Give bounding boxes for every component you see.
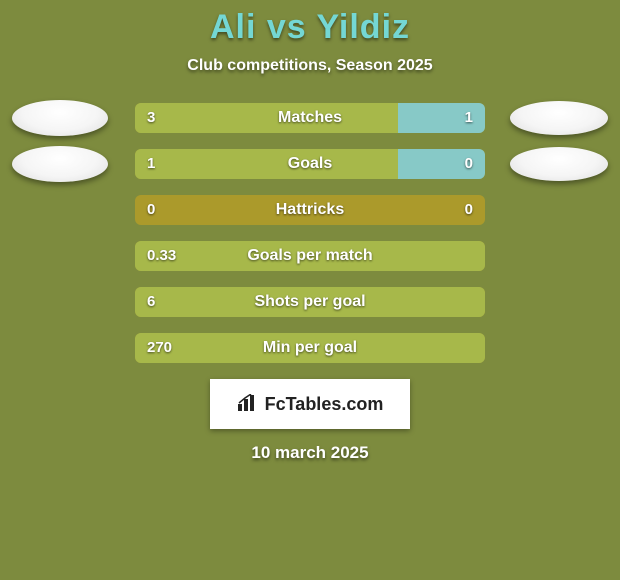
page-title: Ali vs Yildiz — [0, 0, 620, 47]
stat-value-left: 6 — [135, 287, 167, 317]
bar-left — [135, 333, 485, 363]
player-left-avatar — [12, 100, 108, 136]
stat-row: 0.33Goals per match — [0, 241, 620, 271]
brand-badge[interactable]: FcTables.com — [210, 379, 410, 429]
stat-value-left: 270 — [135, 333, 184, 363]
date-label: 10 march 2025 — [0, 443, 620, 463]
stat-value-right — [461, 287, 485, 317]
comparison-rows: 31Matches10Goals00Hattricks0.33Goals per… — [0, 103, 620, 363]
bar-track — [135, 103, 485, 133]
stat-value-right: 0 — [453, 149, 485, 179]
stat-value-left: 3 — [135, 103, 167, 133]
stat-row: 31Matches — [0, 103, 620, 133]
bar-track — [135, 333, 485, 363]
player-right-avatar — [510, 147, 608, 181]
bar-left — [135, 149, 398, 179]
stat-value-left: 1 — [135, 149, 167, 179]
stat-value-right — [461, 241, 485, 271]
bar-track — [135, 149, 485, 179]
player-left-avatar — [12, 146, 108, 182]
stat-row: 6Shots per goal — [0, 287, 620, 317]
bar-track — [135, 287, 485, 317]
stat-value-right — [461, 333, 485, 363]
bar-track — [135, 195, 485, 225]
stat-row: 00Hattricks — [0, 195, 620, 225]
brand-text: FcTables.com — [265, 394, 384, 415]
stat-row: 270Min per goal — [0, 333, 620, 363]
player-right-avatar — [510, 101, 608, 135]
bar-left — [135, 287, 485, 317]
subtitle: Club competitions, Season 2025 — [0, 57, 620, 75]
stat-value-right: 0 — [453, 195, 485, 225]
stat-value-right: 1 — [453, 103, 485, 133]
stat-row: 10Goals — [0, 149, 620, 179]
bar-left — [135, 103, 398, 133]
bars-icon — [237, 394, 259, 415]
stat-value-left: 0.33 — [135, 241, 188, 271]
stat-value-left: 0 — [135, 195, 167, 225]
